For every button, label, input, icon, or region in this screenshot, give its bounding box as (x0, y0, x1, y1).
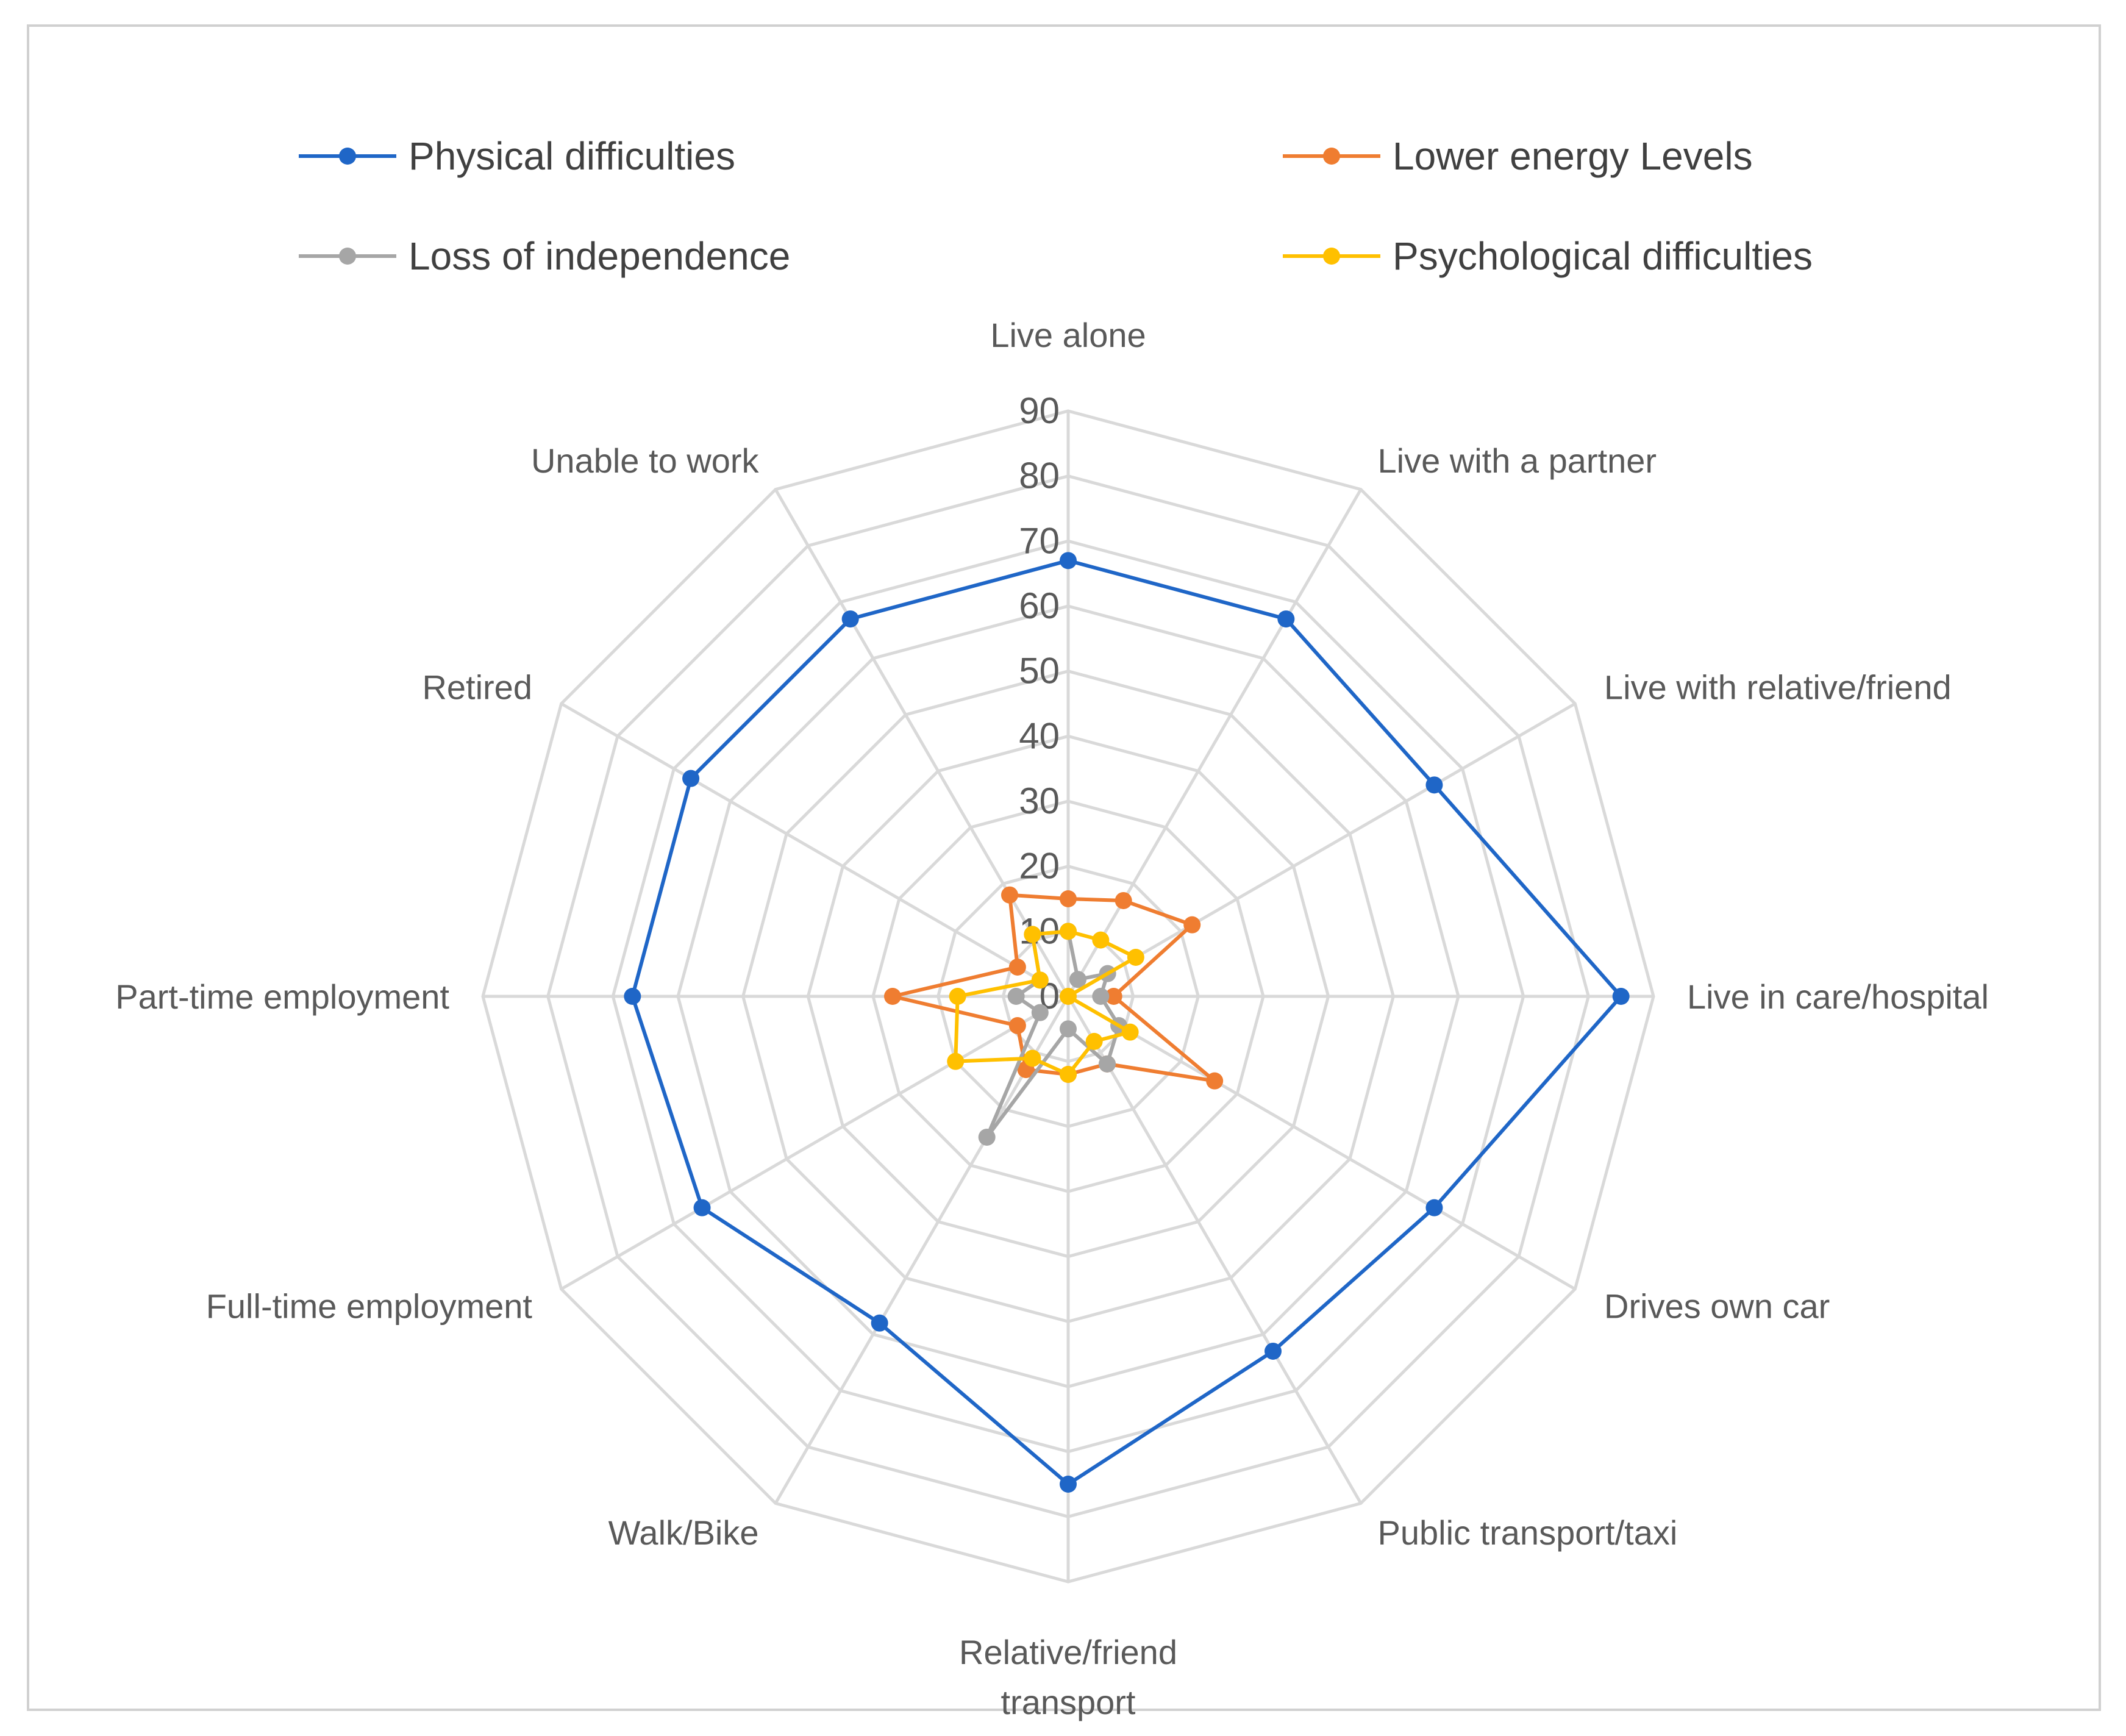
category-label: Public transport/taxi (1378, 1513, 1678, 1552)
tick-label-60: 60 (1019, 585, 1060, 626)
legend-entry: Loss of independence (299, 234, 790, 278)
tick-label-50: 50 (1019, 651, 1060, 691)
data-point (871, 1314, 888, 1332)
data-point (1115, 891, 1132, 909)
series-physical-difficulties (624, 552, 1630, 1493)
spoke-8 (560, 995, 1069, 1291)
data-point (1069, 971, 1086, 988)
spoke-7 (774, 995, 1070, 1504)
category-label: Live in care/hospital (1687, 977, 1989, 1016)
data-point (1008, 959, 1026, 976)
data-point (624, 988, 641, 1005)
data-point (978, 1128, 996, 1146)
legend-label: Physical difficulties (408, 134, 735, 178)
legend-marker (1323, 248, 1340, 265)
legend-marker (339, 148, 356, 165)
tick-label-90: 90 (1019, 390, 1060, 431)
data-point (682, 770, 700, 787)
data-point (1024, 1049, 1041, 1067)
spoke-10 (560, 702, 1069, 998)
spoke-2 (1067, 702, 1576, 998)
legend-entry: Physical difficulties (299, 134, 735, 178)
legend-entry: Lower energy Levels (1283, 134, 1753, 178)
data-point (1206, 1072, 1224, 1090)
data-point (1060, 988, 1077, 1005)
category-label: Live with relative/friend (1604, 668, 1952, 707)
legend-label: Lower energy Levels (1393, 134, 1753, 178)
legend-marker (1323, 148, 1340, 165)
category-label: Live with a partner (1378, 441, 1657, 480)
data-point (1001, 886, 1018, 904)
data-point (1425, 1199, 1443, 1216)
tick-label-30: 30 (1019, 780, 1060, 821)
tick-label-80: 80 (1019, 455, 1060, 496)
legend: Physical difficulties Lower energy Levels… (299, 134, 1813, 278)
radial-tick-labels: 0102030405060708090 (1019, 390, 1060, 1016)
data-point (1127, 949, 1144, 966)
series-psychological-difficulties (947, 923, 1144, 1083)
data-point (1060, 552, 1077, 570)
data-point (1612, 988, 1630, 1005)
legend-marker (339, 248, 356, 265)
data-point (1183, 916, 1201, 934)
legend-entry: Psychological difficulties (1283, 234, 1813, 278)
category-label: Unable to work (531, 441, 760, 480)
tick-label-40: 40 (1019, 715, 1060, 756)
category-label: Relative/friend transport (959, 1633, 1177, 1721)
data-point (947, 1052, 965, 1070)
spoke-5 (1066, 995, 1363, 1504)
data-point (1425, 776, 1443, 794)
data-point (1277, 610, 1295, 628)
data-point (1060, 1476, 1077, 1493)
category-labels: Live alone Live with a partner Live with r… (115, 316, 1989, 1721)
data-point (1024, 926, 1041, 943)
category-label: Full-time employment (206, 1287, 533, 1326)
data-point (1099, 1055, 1116, 1073)
spoke-11 (774, 488, 1070, 998)
legend-label: Loss of independence (408, 234, 790, 278)
data-point (1121, 1023, 1139, 1041)
data-point (693, 1199, 711, 1216)
data-point (1031, 971, 1049, 989)
data-point (1092, 931, 1110, 949)
data-point (1031, 1004, 1049, 1021)
data-point (1060, 890, 1077, 907)
category-label: Retired (422, 668, 532, 707)
spoke-4 (1067, 995, 1576, 1291)
data-point (1007, 988, 1025, 1005)
data-point (1060, 1066, 1077, 1083)
category-label: Live alone (990, 316, 1146, 354)
category-label: Part-time employment (115, 977, 449, 1016)
data-point (1085, 1032, 1103, 1050)
data-point (1105, 988, 1122, 1005)
data-point (1060, 923, 1077, 940)
category-label: Drives own car (1604, 1287, 1830, 1326)
spoke-1 (1066, 488, 1363, 998)
data-point (1265, 1342, 1282, 1360)
tick-label-70: 70 (1019, 520, 1060, 561)
data-point (1092, 988, 1110, 1005)
data-point (884, 988, 901, 1005)
category-label: Walk/Bike (608, 1513, 759, 1552)
legend-label: Psychological difficulties (1393, 234, 1813, 278)
data-point (841, 610, 859, 628)
data-series (624, 552, 1630, 1493)
data-point (1060, 1020, 1077, 1038)
data-point (1008, 1017, 1026, 1034)
tick-label-20: 20 (1019, 846, 1060, 887)
data-point (949, 988, 966, 1005)
